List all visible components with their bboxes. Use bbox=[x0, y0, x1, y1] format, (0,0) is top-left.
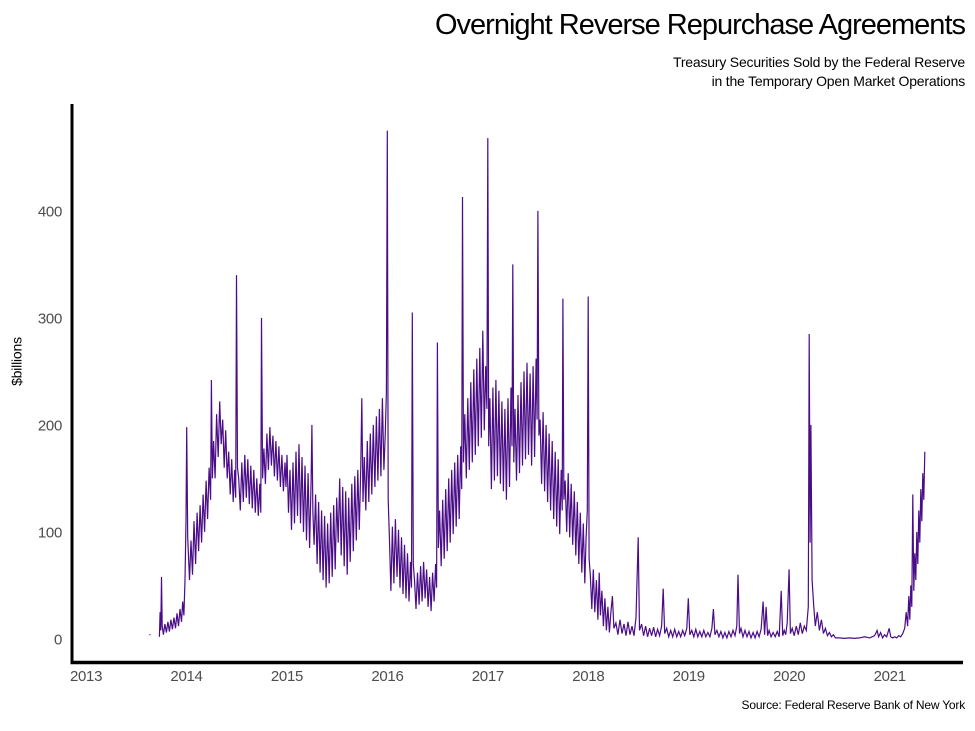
axis-tick-labels: 2013 2014 2015 2016 2017 2018 2019 2020 2021 0 100… bbox=[38, 203, 906, 685]
repo-outstanding-line bbox=[149, 130, 926, 640]
y-tick-label: 100 bbox=[38, 524, 62, 541]
chart-title: Overnight Reverse Repurchase Agreements bbox=[434, 9, 966, 41]
x-tick-label: 2018 bbox=[572, 668, 604, 685]
x-tick-label: 2015 bbox=[271, 668, 303, 685]
x-tick-label: 2013 bbox=[70, 668, 102, 685]
chart-subtitle: Treasury Securities Sold by the Federal … bbox=[365, 53, 965, 91]
x-tick-label: 2021 bbox=[874, 668, 906, 685]
y-tick-label: 300 bbox=[38, 310, 62, 327]
x-tick-label: 2016 bbox=[371, 668, 403, 685]
chart-subtitle-line-2: in the Temporary Open Market Operations bbox=[711, 73, 966, 89]
x-tick-label: 2019 bbox=[673, 668, 705, 685]
y-tick-label: 200 bbox=[38, 417, 62, 434]
chart-subtitle-line-1: Treasury Securities Sold by the Federal … bbox=[673, 54, 965, 70]
data-series-line bbox=[149, 130, 926, 640]
x-tick-label: 2020 bbox=[773, 668, 805, 685]
x-tick-label: 2017 bbox=[472, 668, 504, 685]
x-tick-label: 2014 bbox=[170, 668, 202, 685]
y-tick-label: 400 bbox=[38, 203, 62, 220]
source-note: Source: Federal Reserve Bank of New York bbox=[741, 698, 966, 712]
axes bbox=[70, 104, 963, 665]
y-tick-label: 0 bbox=[54, 631, 62, 648]
